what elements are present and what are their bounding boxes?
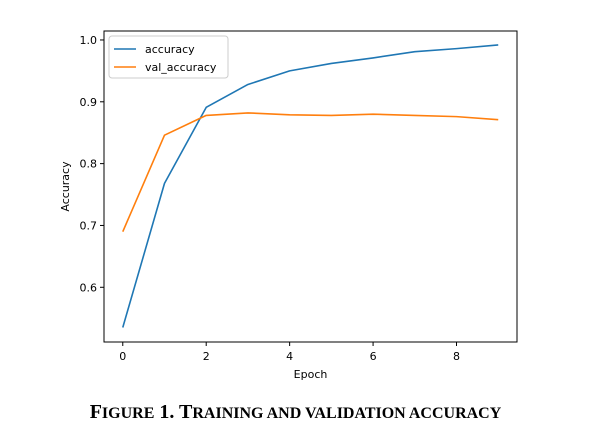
x-tick-label: 0 xyxy=(119,350,126,363)
x-tick-label: 6 xyxy=(370,350,377,363)
y-tick-label: 0.8 xyxy=(80,158,98,171)
y-tick-label: 1.0 xyxy=(80,34,98,47)
x-tick-label: 4 xyxy=(286,350,293,363)
legend: accuracy val_accuracy xyxy=(108,35,229,79)
plot-area xyxy=(103,30,518,343)
y-tick-label: 0.7 xyxy=(80,219,98,232)
y-tick-label: 0.9 xyxy=(80,96,98,109)
caption-text: FIGURE 1. TRAINING AND VALIDATION ACCURA… xyxy=(89,401,502,423)
legend-label-accuracy: accuracy xyxy=(145,43,195,56)
y-axis-label: Accuracy xyxy=(59,161,72,212)
legend-label-val-accuracy: val_accuracy xyxy=(145,61,217,74)
legend-box xyxy=(108,35,229,79)
x-tick-label: 8 xyxy=(453,350,460,363)
accuracy-line-chart: 0 2 4 6 8 0.6 0.7 0.8 0.9 1.0 Epoch Accuracy accu… xyxy=(59,30,518,381)
figure-caption: FIGURE 1. TRAINING AND VALIDATION ACCURA… xyxy=(0,401,591,425)
series-line-val-accuracy xyxy=(122,112,499,232)
series-lines xyxy=(122,44,499,328)
x-axis-label: Epoch xyxy=(294,368,328,381)
series-line-accuracy xyxy=(122,44,499,328)
axis-ticks: 0 2 4 6 8 0.6 0.7 0.8 0.9 1.0 xyxy=(80,34,461,363)
x-tick-label: 2 xyxy=(203,350,210,363)
y-tick-label: 0.6 xyxy=(80,281,98,294)
